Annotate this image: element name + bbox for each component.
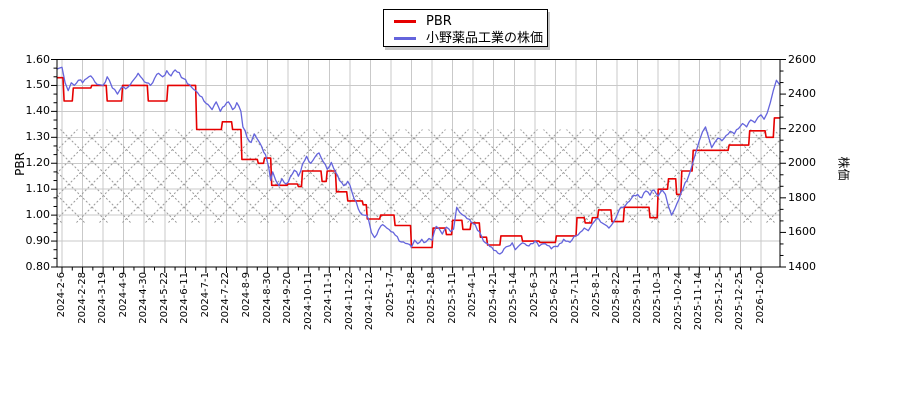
x-axis-tick-label: 2025-7-11 bbox=[569, 272, 581, 324]
x-axis-tick-label: 2024-6-11 bbox=[179, 272, 191, 324]
x-axis-tick-label: 2024-2-28 bbox=[76, 272, 88, 324]
legend-item-stock: 小野薬品工業の株価 bbox=[394, 30, 547, 46]
left-axis-tick-label: 1.10 bbox=[25, 182, 51, 196]
x-axis-tick-label: 2024-9-20 bbox=[282, 272, 294, 324]
stock-line-swatch bbox=[394, 36, 416, 40]
left-axis-tick-label: 1.60 bbox=[25, 52, 51, 66]
x-axis-tick-label: 2024-7-1 bbox=[199, 272, 211, 318]
pbr-line-swatch bbox=[394, 20, 416, 23]
x-axis-tick-label: 2024-12-12 bbox=[364, 272, 376, 331]
legend-label-stock: 小野薬品工業の株価 bbox=[426, 30, 544, 46]
x-axis-tick-label: 2024-8-9 bbox=[241, 272, 253, 318]
x-axis-tick-label: 2025-5-14 bbox=[508, 272, 520, 324]
right-axis-tick-label: 2000 bbox=[788, 156, 816, 170]
x-axis-tick-label: 2024-2-6 bbox=[56, 272, 67, 318]
x-axis-tick-label: 2024-11-22 bbox=[343, 272, 355, 331]
x-axis-tick-label: 2025-4-1 bbox=[467, 272, 479, 318]
x-axis-tick-label: 2024-4-9 bbox=[117, 272, 129, 318]
x-axis-tick-label: 2025-12-25 bbox=[734, 272, 746, 331]
x-axis-tick-label: 2025-6-3 bbox=[528, 272, 540, 318]
x-axis-tick-label: 2025-4-21 bbox=[487, 272, 499, 324]
x-axis-tick-label: 2025-8-22 bbox=[611, 272, 623, 324]
x-axis-tick-label: 2025-1-7 bbox=[384, 272, 396, 318]
left-axis-tick-label: 1.20 bbox=[25, 156, 51, 170]
x-axis-tick-label: 2026-1-20 bbox=[755, 272, 766, 324]
x-axis-tick-label: 2024-5-22 bbox=[158, 272, 170, 324]
x-axis-tick-label: 2025-1-28 bbox=[405, 272, 417, 324]
right-axis-tick-label: 2200 bbox=[788, 121, 816, 135]
right-axis-tick-label: 1800 bbox=[788, 190, 816, 204]
right-axis-tick-label: 1400 bbox=[788, 260, 816, 273]
x-axis-tick-label: 2025-10-24 bbox=[672, 272, 684, 331]
stock-price-line-series bbox=[57, 66, 780, 255]
right-axis-title: 株価 bbox=[836, 156, 851, 181]
left-axis-tick-label: 1.40 bbox=[25, 104, 51, 118]
x-axis-tick-label: 2024-8-30 bbox=[261, 272, 273, 324]
x-axis-tick-label: 2024-10-11 bbox=[302, 272, 314, 331]
left-axis-tick-label: 0.90 bbox=[25, 234, 51, 248]
x-axis-tick-label: 2025-8-1 bbox=[590, 272, 602, 318]
legend: PBR 小野薬品工業の株価 bbox=[383, 9, 548, 47]
x-axis-tick-label: 2025-11-14 bbox=[693, 272, 705, 331]
left-axis-tick-label: 1.00 bbox=[25, 208, 51, 222]
x-axis-tick-label: 2025-3-11 bbox=[446, 272, 458, 324]
left-axis-tick-label: 0.80 bbox=[25, 260, 51, 273]
left-axis-tick-label: 1.50 bbox=[25, 78, 51, 92]
x-axis-tick-label: 2024-7-22 bbox=[220, 272, 232, 324]
x-axis-tick-label: 2025-2-18 bbox=[426, 272, 438, 324]
x-axis-tick-label: 2024-4-30 bbox=[138, 272, 150, 324]
left-axis-tick-label: 1.30 bbox=[25, 130, 51, 144]
right-axis-tick-label: 2400 bbox=[788, 87, 816, 101]
x-axis-tick-label: 2025-6-23 bbox=[549, 272, 561, 324]
legend-label-pbr: PBR bbox=[426, 14, 452, 29]
legend-item-pbr: PBR bbox=[394, 14, 547, 30]
x-axis-tick-label: 2025-9-11 bbox=[631, 272, 643, 324]
right-axis-tick-label: 2600 bbox=[788, 52, 816, 66]
right-axis-tick-label: 1600 bbox=[788, 225, 816, 239]
x-axis-tick-label: 2024-11-1 bbox=[323, 272, 335, 324]
x-axis-tick-label: 2025-10-3 bbox=[652, 272, 664, 324]
x-axis-tick-label: 2025-12-5 bbox=[713, 272, 725, 324]
x-axis-tick-label: 2024-3-19 bbox=[97, 272, 109, 324]
